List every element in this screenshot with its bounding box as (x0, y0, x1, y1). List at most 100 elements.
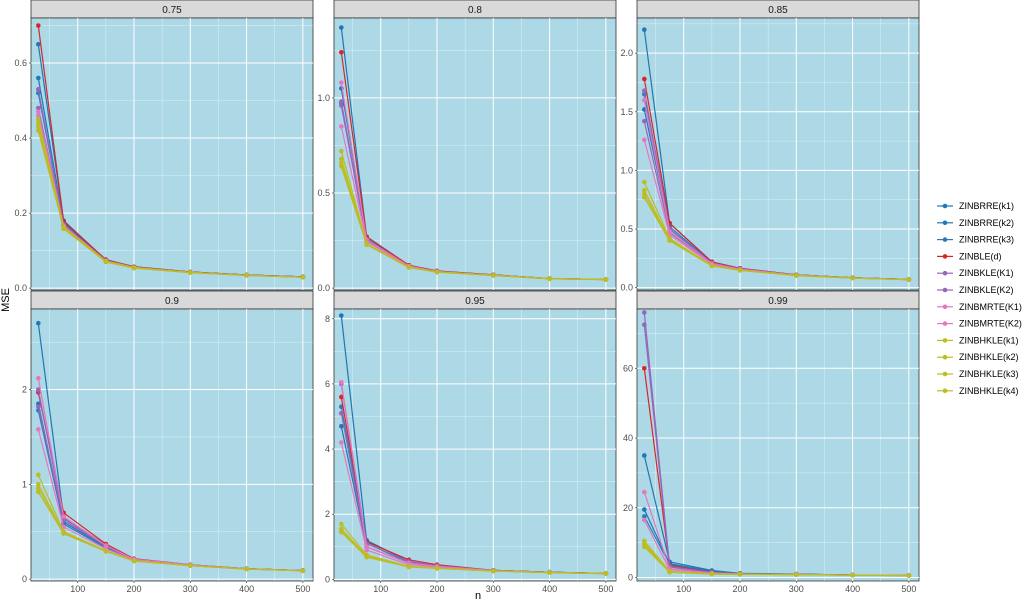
data-point (131, 265, 137, 271)
y-tick-label: 0.6 (14, 58, 27, 68)
data-point (339, 80, 344, 85)
data-point (406, 560, 412, 566)
data-point (642, 365, 647, 371)
data-point (339, 529, 344, 535)
data-point (547, 276, 552, 282)
x-tick-label: 100 (70, 584, 85, 594)
legend-item: ZINBMRTE(K1) (937, 302, 1022, 312)
legend-key-point (942, 338, 948, 343)
data-point (642, 27, 647, 33)
data-point (103, 543, 109, 548)
data-point (642, 453, 647, 458)
data-point (36, 109, 41, 115)
data-point (103, 549, 109, 554)
data-point (339, 440, 344, 445)
data-point (603, 571, 609, 576)
x-tick-label: 300 (486, 584, 501, 594)
data-point (906, 277, 912, 282)
legend-key-point (942, 254, 948, 259)
y-tick-label: 60 (623, 363, 633, 373)
data-point (339, 410, 344, 416)
facet-panel: 0.99 0 20 40 60 100 200 300 400 500 (623, 290, 920, 594)
plot-background (636, 17, 920, 291)
data-point (103, 259, 109, 265)
data-point (36, 482, 41, 487)
legend-item: ZINBHKLE(k4) (937, 386, 1019, 396)
y-axis-title: MSE (0, 288, 12, 312)
y-tick-label: 2.0 (620, 48, 633, 58)
data-point (339, 25, 344, 30)
data-point (642, 76, 647, 82)
facet-panel: 0.95 0 2 4 6 8 100 200 300 400 500 (325, 290, 617, 594)
data-point (642, 195, 647, 200)
legend-label: ZINBHKLE(k4) (959, 386, 1019, 396)
data-point (364, 547, 369, 553)
plot-background (30, 308, 314, 582)
data-point (667, 569, 672, 575)
legend-key-point (942, 220, 948, 226)
data-point (642, 179, 647, 185)
data-point (36, 472, 41, 478)
data-point (36, 116, 41, 122)
data-point (36, 320, 41, 326)
data-point (850, 572, 855, 578)
data-point (61, 226, 66, 232)
data-point (364, 242, 369, 248)
facet-title: 0.99 (768, 296, 788, 307)
data-point (339, 394, 344, 400)
data-point (434, 269, 440, 275)
data-point (61, 531, 66, 536)
legend-item: ZINBLE(d) (937, 251, 1002, 261)
data-point (61, 514, 66, 519)
x-tick-label: 500 (901, 584, 916, 594)
legend-item: ZINBMRTE(K2) (937, 319, 1022, 329)
facet-title: 0.75 (162, 5, 182, 16)
plot-background (636, 308, 920, 582)
y-tick-label: 0.5 (620, 224, 633, 234)
legend-key-point (942, 287, 948, 293)
legend-label: ZINBRRE(k1) (959, 201, 1014, 211)
y-tick-label: 8 (325, 314, 330, 324)
y-tick-label: 0.0 (620, 283, 633, 293)
data-point (300, 568, 306, 574)
data-point (339, 313, 344, 318)
legend-key-point (942, 203, 948, 209)
data-point (36, 124, 41, 130)
legend-label: ZINBMRTE(K1) (959, 302, 1022, 312)
data-point (490, 568, 496, 574)
data-point (339, 521, 344, 527)
y-tick-label: 2 (325, 509, 330, 519)
data-point (850, 275, 855, 281)
plot-background (333, 308, 617, 582)
data-point (300, 274, 306, 280)
data-point (36, 404, 41, 409)
x-tick-label: 500 (598, 584, 613, 594)
data-point (603, 277, 609, 283)
data-point (547, 570, 552, 575)
data-point (434, 566, 440, 571)
data-point (642, 514, 647, 519)
y-tick-label: 20 (623, 503, 633, 513)
legend-key-point (942, 321, 948, 326)
legend-key-point (942, 354, 948, 360)
data-point (906, 573, 912, 578)
y-tick-label: 0.2 (14, 208, 27, 218)
legend-label: ZINBHKLE(k2) (959, 352, 1019, 362)
data-point (642, 137, 647, 143)
data-point (36, 427, 41, 432)
data-point (36, 128, 41, 133)
data-point (364, 554, 369, 560)
data-point (406, 564, 412, 570)
x-tick-label: 500 (295, 584, 310, 594)
x-tick-label: 300 (183, 584, 198, 594)
data-point (36, 485, 41, 491)
legend-item: ZINBHKLE(k1) (937, 335, 1019, 345)
facet-panel: 0.9 0 1 2 100 200 300 400 500 (22, 290, 314, 594)
y-tick-label: 4 (325, 444, 330, 454)
legend-item: ZINBRRE(k3) (937, 235, 1014, 245)
y-tick-label: 0 (22, 574, 27, 584)
data-point (364, 544, 369, 550)
data-point (339, 148, 344, 154)
y-tick-label: 0.0 (14, 283, 27, 293)
facet-panel: 0.750.00.20.40.6100200300400500 (14, 0, 314, 303)
